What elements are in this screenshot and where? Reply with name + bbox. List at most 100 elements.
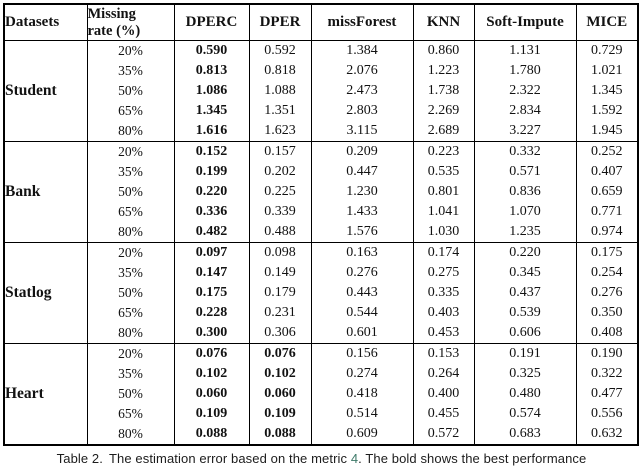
value-cell: 0.276	[310, 263, 413, 283]
value-cell: 0.447	[310, 162, 413, 182]
value-cell: 0.443	[310, 283, 413, 303]
value-cell: 0.488	[248, 222, 311, 243]
value-cell: 0.088	[173, 424, 249, 445]
dataset-label: Bank	[4, 141, 87, 243]
value-cell: 0.683	[473, 424, 576, 445]
missing-rate-cell: 35%	[86, 364, 174, 384]
value-cell: 3.227	[473, 121, 576, 142]
value-cell: 0.572	[412, 424, 474, 445]
value-cell: 1.086	[173, 81, 249, 101]
value-cell: 0.544	[310, 303, 413, 323]
value-cell: 0.157	[248, 141, 311, 162]
value-cell: 0.163	[310, 242, 413, 263]
value-cell: 0.455	[412, 404, 474, 424]
value-cell: 0.088	[248, 424, 311, 445]
value-cell: 0.076	[173, 343, 249, 364]
value-cell: 0.556	[575, 404, 638, 424]
table-row: 80% 0.300 0.306 0.601 0.453 0.606 0.408	[4, 323, 638, 344]
value-cell: 0.228	[173, 303, 249, 323]
value-cell: 0.109	[248, 404, 311, 424]
value-cell: 1.070	[473, 202, 576, 222]
value-cell: 0.098	[248, 242, 311, 263]
column-header-missforest: missForest	[310, 4, 413, 41]
value-cell: 0.153	[412, 343, 474, 364]
table-row: Student 20% 0.590 0.592 1.384 0.860 1.131 0.729	[4, 40, 638, 142]
table-row: 50% 0.220 0.225 1.230 0.801 0.836 0.659	[4, 182, 638, 202]
value-cell: 0.254	[575, 263, 638, 283]
table-row: 65% 0.228 0.231 0.544 0.403 0.539 0.350	[4, 303, 638, 323]
table-row: 35% 0.147 0.149 0.276 0.275 0.345 0.254	[4, 263, 638, 283]
value-cell: 0.322	[575, 364, 638, 384]
value-cell: 0.539	[473, 303, 576, 323]
results-table: Datasets Missing rate (%) DPERC DPER missF…	[3, 3, 639, 446]
value-cell: 0.191	[473, 343, 576, 364]
value-cell: 0.336	[173, 202, 249, 222]
value-cell: 0.156	[310, 343, 413, 364]
value-cell: 2.834	[473, 101, 576, 121]
value-cell: 1.345	[173, 101, 249, 121]
value-cell: 0.147	[173, 263, 249, 283]
value-cell: 0.514	[310, 404, 413, 424]
value-cell: 0.190	[575, 343, 638, 364]
value-cell: 0.264	[412, 364, 474, 384]
value-cell: 1.384	[310, 40, 413, 61]
value-cell: 0.590	[173, 40, 249, 61]
table-row: 35% 0.102 0.102 0.274 0.264 0.325 0.322	[4, 364, 638, 384]
value-cell: 0.407	[575, 162, 638, 182]
value-cell: 0.149	[248, 263, 311, 283]
value-cell: 0.818	[248, 61, 311, 81]
value-cell: 0.179	[248, 283, 311, 303]
value-cell: 0.174	[412, 242, 474, 263]
value-cell: 0.453	[412, 323, 474, 344]
value-cell: 1.592	[575, 101, 638, 121]
table-row: 50% 1.086 1.088 2.473 1.738 2.322 1.345	[4, 81, 638, 101]
missing-rate-cell: 80%	[86, 323, 174, 344]
column-header-soft-impute: Soft-Impute	[473, 4, 576, 41]
missing-rate-cell: 20%	[86, 40, 174, 61]
value-cell: 1.088	[248, 81, 311, 101]
value-cell: 0.102	[248, 364, 311, 384]
table-row: 65% 0.109 0.109 0.514 0.455 0.574 0.556	[4, 404, 638, 424]
value-cell: 0.477	[575, 384, 638, 404]
table-row: 80% 1.616 1.623 3.115 2.689 3.227 1.945	[4, 121, 638, 142]
missing-rate-cell: 35%	[86, 263, 174, 283]
value-cell: 0.306	[248, 323, 311, 344]
missing-rate-cell: 20%	[86, 141, 174, 162]
value-cell: 1.623	[248, 121, 311, 142]
value-cell: 0.202	[248, 162, 311, 182]
table-row: 50% 0.175 0.179 0.443 0.335 0.437 0.276	[4, 283, 638, 303]
value-cell: 0.225	[248, 182, 311, 202]
value-cell: 1.223	[412, 61, 474, 81]
value-cell: 0.632	[575, 424, 638, 445]
value-cell: 0.659	[575, 182, 638, 202]
table-row: 80% 0.482 0.488 1.576 1.030 1.235 0.974	[4, 222, 638, 243]
value-cell: 0.482	[173, 222, 249, 243]
table-row: 80% 0.088 0.088 0.609 0.572 0.683 0.632	[4, 424, 638, 445]
value-cell: 0.109	[173, 404, 249, 424]
value-cell: 0.152	[173, 141, 249, 162]
value-cell: 1.780	[473, 61, 576, 81]
caption-text: The estimation error based on the metric	[108, 451, 351, 466]
value-cell: 0.060	[173, 384, 249, 404]
table-row: Statlog 20% 0.097 0.098 0.163 0.174 0.220 0.175	[4, 242, 638, 344]
value-cell: 0.974	[575, 222, 638, 243]
value-cell: 0.102	[173, 364, 249, 384]
table-row: 35% 0.199 0.202 0.447 0.535 0.571 0.407	[4, 162, 638, 182]
value-cell: 2.473	[310, 81, 413, 101]
value-cell: 0.097	[173, 242, 249, 263]
column-header-datasets: Datasets	[4, 4, 87, 41]
missing-rate-cell: 35%	[86, 162, 174, 182]
value-cell: 2.269	[412, 101, 474, 121]
value-cell: 2.689	[412, 121, 474, 142]
caption-label: Table 2.	[56, 451, 103, 466]
citation-link-4[interactable]: 4	[350, 451, 359, 466]
table-row: Heart 20% 0.076 0.076 0.156 0.153 0.191 0.190	[4, 343, 638, 445]
caption-tail: . The bold shows the best performance	[358, 451, 587, 466]
column-header-dperc: DPERC	[173, 4, 249, 41]
value-cell: 0.601	[310, 323, 413, 344]
missing-rate-cell: 50%	[86, 81, 174, 101]
value-cell: 0.574	[473, 404, 576, 424]
value-cell: 0.400	[412, 384, 474, 404]
value-cell: 1.433	[310, 202, 413, 222]
